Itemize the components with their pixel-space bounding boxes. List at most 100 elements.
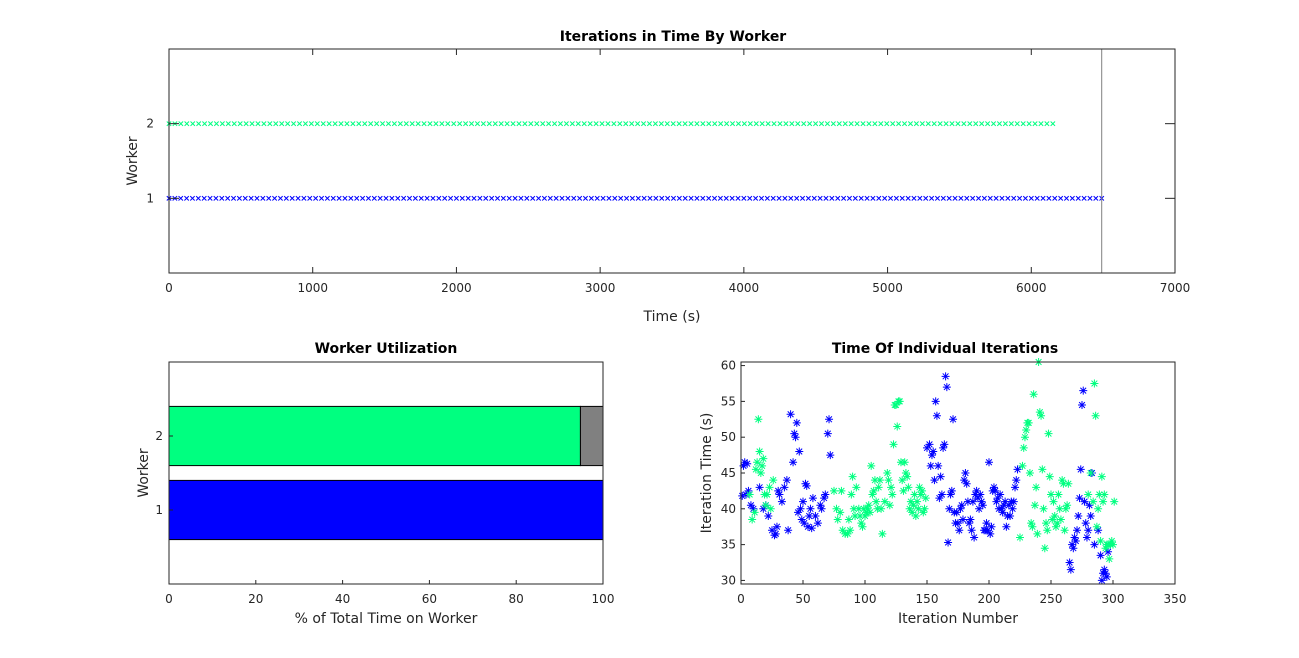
iteration-time-point xyxy=(759,454,768,463)
iteration-time-point xyxy=(753,458,762,467)
worker-2-iteration-mark xyxy=(629,121,635,127)
iteration-time-point xyxy=(1075,494,1084,503)
iteration-time-chart-title: Time Of Individual Iterations xyxy=(832,341,1058,357)
iteration-time-point xyxy=(750,508,759,517)
iteration-time-point xyxy=(801,479,810,488)
worker-2-iteration-mark xyxy=(540,121,546,127)
worker-1-iteration-mark xyxy=(436,195,442,201)
worker-2-iteration-mark xyxy=(409,121,415,127)
iteration-time-point xyxy=(913,497,922,506)
iteration-time-point xyxy=(1109,540,1117,549)
iteration-time-point xyxy=(872,497,881,506)
worker-1-iteration-mark xyxy=(360,195,366,201)
iteration-time-plot-area xyxy=(741,362,1175,584)
worker-1-iteration-mark xyxy=(465,195,471,201)
iteration-time-point xyxy=(805,511,814,520)
iteration-time-point xyxy=(1051,522,1060,531)
iteration-time-point xyxy=(1044,429,1053,438)
iteration-time-point xyxy=(1085,501,1094,510)
worker-2-iteration-mark xyxy=(522,121,528,127)
iteration-time-point xyxy=(921,494,930,503)
y-tick-label: 60 xyxy=(721,359,736,373)
iteration-time-point xyxy=(756,469,765,477)
iteration-time-axis-ticks: 0 50 100 150 200 250 300 350 30 35 40 45 50 55 60 xyxy=(721,359,1187,606)
worker-1-iteration-mark xyxy=(524,195,530,201)
worker-1-iteration-mark xyxy=(723,195,729,201)
x-tick-label: 7000 xyxy=(1160,281,1191,295)
iteration-time-point xyxy=(929,447,938,456)
worker-1-iteration-mark xyxy=(412,195,418,201)
iteration-time-point xyxy=(868,490,877,499)
iteration-time-point xyxy=(996,490,1005,499)
iteration-time-point xyxy=(821,490,830,499)
iteration-time-point xyxy=(908,508,917,517)
worker-1-iteration-mark xyxy=(911,195,917,201)
worker-1-iteration-mark xyxy=(811,195,817,201)
iteration-time-point xyxy=(765,483,774,492)
iteration-time-point xyxy=(889,440,898,449)
worker-2-iteration-mark xyxy=(943,121,949,127)
worker-2-iteration-mark xyxy=(967,121,973,127)
iteration-time-point xyxy=(1018,461,1027,470)
worker-1-iteration-mark xyxy=(612,195,618,201)
iteration-time-point xyxy=(972,486,981,495)
worker-2-iteration-mark xyxy=(848,121,854,127)
iteration-time-point xyxy=(861,511,869,520)
worker-1-iteration-mark xyxy=(688,195,694,201)
iteration-time-point xyxy=(764,511,773,520)
iteration-time-point xyxy=(786,410,795,419)
worker-2-iteration-mark xyxy=(510,121,516,127)
iteration-time-point xyxy=(989,483,998,492)
iteration-time-point xyxy=(1080,497,1089,506)
iteration-time-point xyxy=(958,515,967,524)
iteration-time-point xyxy=(918,486,927,495)
worker-1-iteration-mark xyxy=(571,195,577,201)
worker-1-iteration-mark xyxy=(952,195,958,201)
worker-1-iteration-mark xyxy=(577,195,583,201)
iteration-time-point xyxy=(1097,472,1106,481)
iteration-time-point xyxy=(955,526,964,535)
worker-1-iteration-mark xyxy=(835,195,841,201)
worker-2-iteration-mark xyxy=(759,121,765,127)
iteration-time-point xyxy=(973,494,982,503)
worker-1-iteration-mark xyxy=(635,195,641,201)
worker-1-iteration-mark xyxy=(266,195,272,201)
iteration-time-point xyxy=(784,526,793,535)
utilization-bars xyxy=(168,405,604,541)
worker-1-iteration-mark xyxy=(987,195,993,201)
y-tick-label: 1 xyxy=(155,503,163,517)
timeline-axes-box xyxy=(168,48,1176,274)
worker-2-iteration-mark xyxy=(700,121,706,127)
iteration-time-point xyxy=(848,472,857,481)
worker-2-iteration-mark xyxy=(552,121,558,127)
worker-2-iteration-mark xyxy=(706,121,712,127)
worker-1-iteration-mark xyxy=(682,195,688,201)
timeline-x-axis-label: Time (s) xyxy=(643,309,701,325)
worker-2-iteration-mark xyxy=(694,121,700,127)
worker-1-iteration-mark xyxy=(870,195,876,201)
iteration-time-point xyxy=(940,440,949,449)
worker-2-iteration-mark xyxy=(196,121,202,127)
iteration-time-point xyxy=(1084,490,1093,499)
worker-1-iteration-mark xyxy=(318,195,325,201)
worker-1-iteration-mark xyxy=(1028,195,1034,201)
worker-2-iteration-mark xyxy=(623,121,629,127)
worker-2-iteration-mark xyxy=(724,121,730,127)
iteration-time-point xyxy=(1086,511,1095,520)
worker-1-iteration-mark xyxy=(483,195,489,201)
worker-2-iteration-mark xyxy=(1038,121,1044,127)
iteration-time-point xyxy=(1099,497,1108,506)
iteration-time-point xyxy=(987,522,996,531)
iteration-time-point xyxy=(1058,476,1067,485)
worker-2-iteration-mark xyxy=(1020,121,1026,127)
iteration-time-point xyxy=(864,501,873,510)
worker-1-iteration-mark xyxy=(565,195,571,201)
iteration-time-point xyxy=(970,533,979,542)
iteration-time-point xyxy=(1082,533,1091,542)
timeline-chart-title: Iterations in Time By Worker xyxy=(560,29,787,45)
worker-2-iteration-mark xyxy=(670,121,676,127)
worker-2-iteration-mark xyxy=(937,121,943,127)
worker-2-iteration-mark xyxy=(219,121,225,127)
iteration-time-point xyxy=(811,511,820,520)
x-tick-label: 0 xyxy=(165,592,173,606)
